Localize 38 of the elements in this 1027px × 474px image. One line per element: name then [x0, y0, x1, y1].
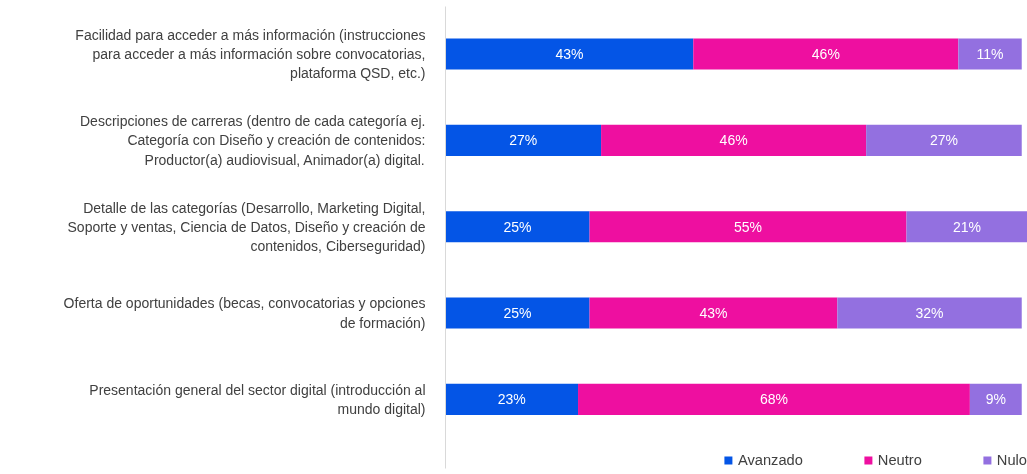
y-tick-label: Oferta de oportunidades (becas, convocatorias y opciones de formación): [63, 295, 426, 331]
data-label: 23%: [497, 391, 526, 408]
bar: [601, 124, 867, 156]
bar: [445, 297, 590, 329]
bar: [958, 38, 1022, 70]
legend-label: Avanzado: [737, 452, 803, 468]
data-label: 25%: [503, 218, 532, 235]
bar: [589, 297, 838, 329]
bar: [445, 383, 579, 415]
data-label: 43%: [699, 305, 728, 322]
bar: [969, 383, 1022, 415]
bar: [589, 211, 907, 243]
data-label: 25%: [503, 305, 532, 322]
data-label: 46%: [811, 46, 840, 62]
data-label: 68%: [759, 391, 788, 408]
data-label: 32%: [915, 305, 944, 322]
bar: [445, 38, 694, 70]
data-label: 43%: [555, 46, 584, 62]
y-tick-label: Presentación general del sector digital (introducción al mundo digital): [89, 381, 426, 418]
y-tick-label: Descripciones de carreras (dentro de cada categoría ej. Categoría con Diseño y creación de contenidos: Productor(a) audiovisual, Animador(a) digital.: [79, 113, 426, 168]
data-label: 27%: [509, 132, 538, 149]
legend-label: Nulo: [996, 452, 1027, 468]
data-label: 55%: [734, 218, 763, 235]
data-label: 27%: [929, 132, 958, 149]
bar: [693, 38, 959, 70]
data-label: 9%: [985, 391, 1006, 408]
bar: [837, 297, 1022, 329]
bar: [906, 211, 1027, 243]
data-label: 46%: [719, 132, 748, 149]
bar: [445, 211, 590, 243]
legend-label: Neutro: [877, 452, 922, 468]
data-label: 11%: [976, 46, 1004, 62]
bar: [445, 124, 602, 156]
data-label: 21%: [952, 218, 982, 235]
y-tick-label: Detalle de las categorías (Desarrollo, Marketing Digital, Soporte y ventas, Ciencia de Datos, Diseño y creación de contenidos, Ciberseguridad): [67, 199, 426, 254]
bar: [866, 124, 1022, 156]
y-tick-label: Facilidad para acceder a más información (instrucciones para acceder a más información sobre convocatorias, plataforma QSD, etc.): [75, 26, 426, 82]
bar: [578, 383, 970, 415]
